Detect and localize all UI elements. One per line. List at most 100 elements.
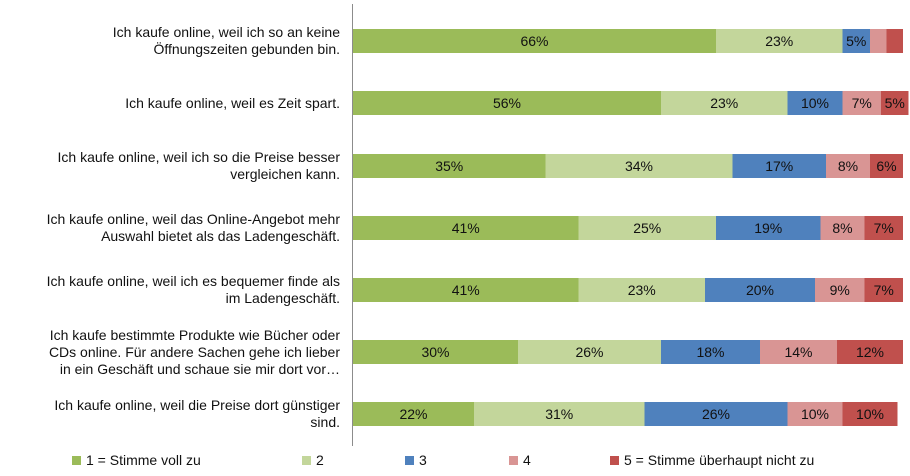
bar-segment-r7-s2 [474, 402, 645, 426]
data-label-r6-s3: 18% [696, 344, 724, 360]
data-labels-group: 66% 23% 5% 56% 23% 10% 7% 5% 35% 34% 17% 8% 6% 41% 25%… [399, 33, 904, 422]
data-label-r3-s2: 34% [625, 158, 653, 174]
bar-segment-r2-s4 [842, 91, 881, 115]
legend-label: 1 = Stimme voll zu [86, 452, 201, 468]
data-label-r3-s3: 17% [765, 158, 793, 174]
category-label-3: Ich kaufe online, weil ich so die Preise… [4, 149, 340, 183]
bar-segment-r3-s2 [545, 154, 733, 178]
bar-segment-r4-s5 [864, 216, 903, 240]
category-label-line: Ich kaufe online, weil ich so die Preise… [57, 149, 340, 165]
bar-segment-r1-s3 [842, 29, 870, 53]
data-label-r6-s4: 14% [784, 344, 812, 360]
data-label-r4-s4: 8% [832, 220, 852, 236]
category-label-line: Ich kaufe online, weil es Zeit spart. [125, 94, 340, 111]
legend-item-5: 5 = Stimme überhaupt nicht zu [610, 452, 814, 468]
legend-item-2: 2 [302, 452, 324, 468]
data-label-r5-s5: 7% [874, 282, 894, 298]
data-label-r7-s4: 10% [801, 406, 829, 422]
bar-segment-r3-s4 [826, 154, 870, 178]
legend-label: 5 = Stimme überhaupt nicht zu [624, 452, 815, 468]
bar-segment-r1-s4 [870, 29, 887, 53]
bar-segment-r2-s5 [881, 91, 909, 115]
data-label-r2-s2: 23% [710, 95, 738, 111]
data-label-r5-s2: 23% [628, 282, 656, 298]
data-label-r1-s1: 66% [520, 33, 548, 49]
data-label-r4-s3: 19% [754, 220, 782, 236]
data-label-r7-s2: 31% [545, 406, 573, 422]
bar-segment-r7-s1 [353, 402, 474, 426]
category-label-line: im Ladengeschäft. [225, 290, 340, 306]
category-label-line: CDs online. Für andere Sachen gehe ich l… [48, 343, 340, 360]
category-label-line: Ich kaufe online, weil ich es bequemer f… [46, 273, 340, 289]
data-label-r7-s5: 10% [856, 406, 884, 422]
bars-group [353, 29, 909, 426]
data-label-r5-s1: 41% [452, 282, 480, 298]
data-label-r2-s5: 5% [885, 95, 905, 111]
category-label-4: Ich kaufe online, weil das Online-Angebo… [4, 211, 340, 245]
bar-segment-r1-s5 [886, 29, 903, 53]
data-label-r4-s5: 7% [874, 220, 894, 236]
bar-segment-r6-s4 [760, 340, 837, 364]
bar-segment-r4-s4 [820, 216, 865, 240]
bar-segment-r4-s1 [353, 216, 579, 240]
bar-segment-r1-s1 [353, 29, 716, 53]
bar-segment-r6-s1 [353, 340, 518, 364]
bar-segment-r2-s2 [661, 91, 788, 115]
legend-swatch [610, 455, 619, 465]
legend-label: 2 [316, 452, 324, 468]
category-label-2: Ich kaufe online, weil es Zeit spart. [4, 95, 340, 112]
bar-segment-r4-s2 [578, 216, 716, 240]
category-label-6: Ich kaufe bestimmte Produkte wie Bücher … [4, 327, 340, 378]
legend-label: 4 [523, 452, 531, 468]
data-label-r7-s3: 26% [702, 406, 730, 422]
data-label-r6-s5: 12% [856, 344, 884, 360]
bar-segment-r3-s5 [870, 154, 903, 178]
bar-segment-r4-s3 [716, 216, 821, 240]
category-label-line: vergleichen kann. [230, 166, 340, 182]
legend-swatch [302, 455, 311, 465]
legend-item-4: 4 [509, 452, 531, 468]
data-label-r6-s2: 26% [575, 344, 603, 360]
data-label-r4-s1: 41% [452, 220, 480, 236]
bar-segment-r7-s3 [644, 402, 788, 426]
data-label-r4-s2: 25% [633, 220, 661, 236]
category-label-line: Ich kaufe online, weil ich so an keine [112, 24, 340, 40]
category-label-line: sind. [310, 414, 340, 430]
bar-segment-r1-s2 [716, 29, 843, 53]
bar-segment-r3-s3 [732, 154, 826, 178]
bar-segment-r5-s1 [353, 278, 579, 302]
category-label-7: Ich kaufe online, weil die Preise dort g… [4, 397, 340, 431]
legend-label: 3 [419, 452, 427, 468]
data-label-r3-s1: 35% [435, 158, 463, 174]
bar-segment-r5-s2 [578, 278, 705, 302]
data-label-r3-s5: 6% [876, 158, 896, 174]
category-label-line: Ich kaufe online, weil das Online-Angebo… [46, 211, 340, 227]
bar-segment-r6-s3 [661, 340, 760, 364]
legend: 1 = Stimme voll zu 2 3 4 5 = Stimme überhaup… [72, 452, 902, 474]
bar-segment-r2-s3 [787, 91, 843, 115]
legend-swatch [405, 455, 414, 465]
legend-swatch [72, 455, 81, 465]
data-label-r5-s3: 20% [746, 282, 774, 298]
data-label-r7-s1: 22% [399, 406, 427, 422]
category-label-line: in ein Geschäft und schaue sie mir dort … [59, 360, 340, 377]
category-label-line: Ich kaufe bestimmte Produkte wie Bücher … [49, 326, 340, 343]
data-label-r2-s3: 10% [801, 95, 829, 111]
bar-segment-r6-s2 [518, 340, 661, 364]
data-label-r2-s1: 56% [493, 95, 521, 111]
bar-segment-r7-s5 [842, 402, 898, 426]
category-label-line: Öffnungszeiten gebunden bin. [153, 41, 340, 57]
bar-segment-r5-s3 [705, 278, 815, 302]
bar-segment-r6-s5 [837, 340, 903, 364]
legend-item-1: 1 = Stimme voll zu [72, 452, 201, 468]
category-label-line: Auswahl bietet als das Ladengeschäft. [101, 228, 340, 244]
legend-swatch [509, 455, 518, 465]
category-label-5: Ich kaufe online, weil ich es bequemer f… [4, 273, 340, 307]
bar-segment-r5-s5 [864, 278, 903, 302]
bar-segment-r7-s4 [787, 402, 843, 426]
category-label-line: Ich kaufe online, weil die Preise dort g… [54, 397, 340, 413]
legend-item-3: 3 [405, 452, 427, 468]
category-label-1: Ich kaufe online, weil ich so an keine Öf… [4, 24, 340, 58]
data-label-r6-s1: 30% [421, 344, 449, 360]
